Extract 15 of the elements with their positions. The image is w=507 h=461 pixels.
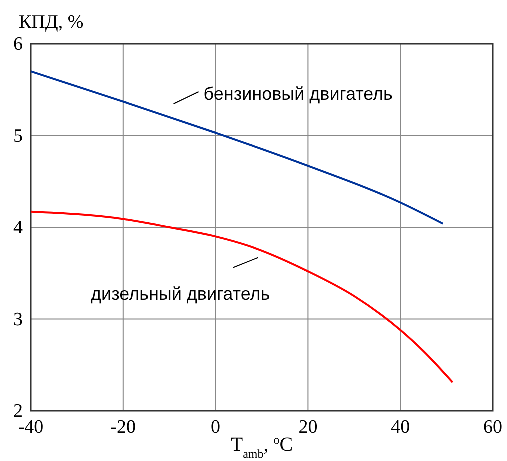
line-series: [30, 210, 454, 384]
x-tick-label: 40: [391, 417, 410, 438]
y-tick-label: 4: [14, 218, 24, 238]
x-tick-label: 60: [484, 417, 502, 438]
y-tick-label: 5: [14, 126, 23, 147]
y-tick-label: 6: [14, 34, 23, 55]
x-tick-label: 0: [211, 417, 221, 438]
y-tick-label: 3: [14, 309, 23, 330]
x-axis-title: T$_{amb}$, $^{o}$C: [230, 433, 294, 461]
x-tick-label: -20: [110, 417, 136, 438]
line-series: [30, 70, 444, 225]
x-tick-label: 20: [298, 417, 318, 438]
series-label: дизельный двигатель: [91, 284, 270, 304]
y-axis-title: КПД, %: [19, 12, 84, 33]
series-label: бензиновый двигатель: [204, 84, 393, 104]
